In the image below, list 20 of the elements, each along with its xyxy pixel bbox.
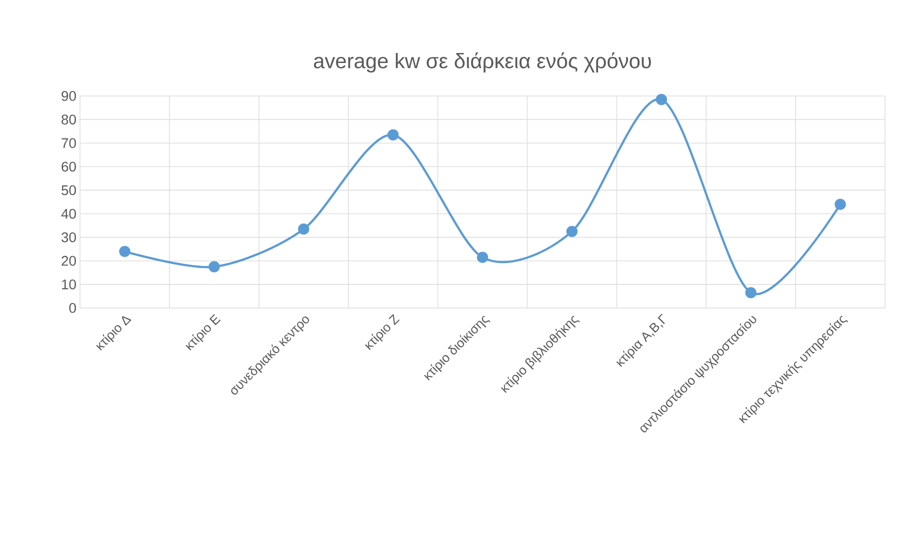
y-tick-label: 30 [62,232,76,242]
y-tick-label: 0 [69,303,76,313]
point [208,261,220,272]
point [834,198,846,210]
y-tick-label: 40 [61,208,76,219]
point [476,252,488,263]
point [566,226,578,238]
y-tick-label: 10 [62,279,76,290]
point [745,287,756,298]
y-tick-label: 70 [62,138,76,148]
point [119,246,130,258]
y-tick-label: 90 [62,91,76,101]
chart-title: average kw σε διάρκεια ενός χρόνου [314,52,651,72]
y-tick-label: 60 [62,162,76,172]
y-tick-label: 80 [62,114,76,124]
y-tick-label: 20 [62,256,76,266]
point [387,129,399,140]
point [656,94,667,106]
y-tick-label: 50 [62,185,76,196]
point [298,223,310,235]
